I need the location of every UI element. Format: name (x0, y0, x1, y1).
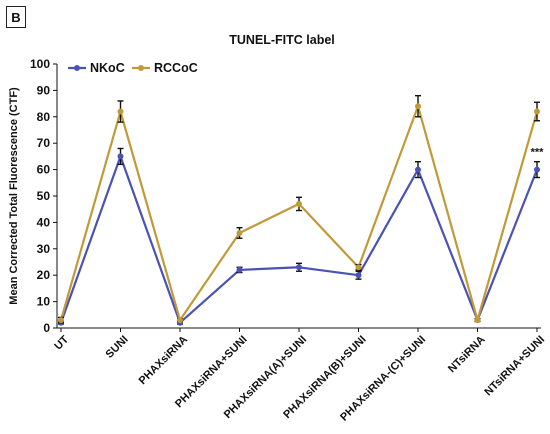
y-tick-label: 100 (30, 57, 50, 71)
x-tick-label: NTsiRNA+SUNI (482, 334, 547, 399)
data-point (474, 317, 481, 324)
data-point (355, 264, 362, 271)
series-nkoc (58, 147, 540, 326)
annotations: *** (531, 147, 545, 159)
x-tick-label: UT (52, 333, 71, 352)
panel-label: B (6, 6, 26, 28)
chart-title: TUNEL-FITC label (229, 33, 335, 47)
legend-label: RCCoC (154, 61, 198, 75)
legend-swatch-marker (138, 65, 144, 71)
series-line (59, 155, 539, 324)
legend-label: NKoC (90, 61, 125, 75)
y-axis-label: Mean Corrected Total Fluorescence (CTF) (8, 87, 20, 305)
y-tick-label: 0 (43, 321, 50, 335)
y-tick-label: 70 (37, 136, 51, 150)
data-point (236, 229, 243, 236)
series-layer (58, 94, 540, 326)
significance-marker: *** (531, 147, 545, 159)
x-tick-label: PHAXsiRNA (137, 334, 190, 387)
y-tick-label: 30 (37, 242, 51, 256)
legend: NKoC RCCoC (68, 61, 198, 75)
data-point (296, 200, 302, 207)
data-point (296, 264, 302, 271)
data-point (534, 108, 540, 115)
y-tick-label: 80 (37, 110, 51, 124)
x-tick-label: SUNI (104, 334, 131, 361)
y-tick-label: 20 (37, 268, 51, 282)
data-point (355, 272, 362, 279)
data-point (117, 153, 124, 160)
data-point (534, 166, 540, 173)
data-point (117, 108, 124, 115)
data-point (415, 103, 421, 110)
y-tick-label: 50 (37, 189, 51, 203)
data-point (58, 317, 64, 324)
y-tick-label: 10 (37, 295, 51, 309)
legend-swatch-marker (74, 65, 80, 71)
data-point (415, 166, 421, 173)
data-point (177, 317, 183, 324)
data-point (236, 266, 243, 273)
series-rccoc (58, 94, 540, 324)
x-tick-label: NTsiRNA (446, 334, 488, 376)
y-tick-label: 40 (37, 215, 51, 229)
y-tick-label: 90 (37, 83, 51, 97)
y-tick-label: 60 (37, 163, 51, 177)
